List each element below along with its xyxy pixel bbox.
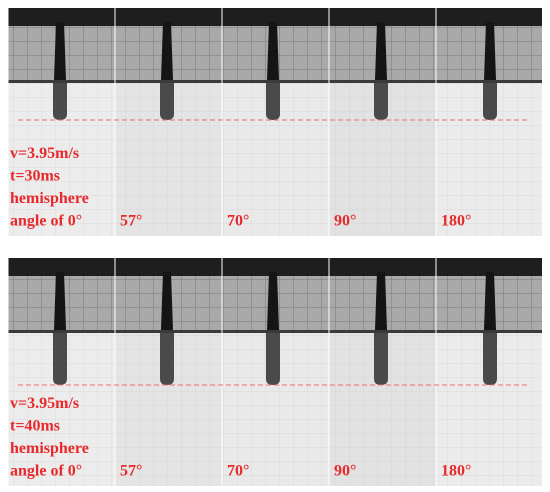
projectile-air — [161, 22, 173, 80]
top-strip — [329, 8, 436, 26]
top-strip — [115, 258, 222, 276]
projectile-air — [375, 22, 387, 80]
projectile-water — [160, 83, 174, 120]
angle-label: 180° — [441, 213, 471, 230]
waterline — [8, 330, 115, 333]
projectile-water — [160, 333, 174, 385]
top-strip — [436, 8, 542, 26]
projectile-air — [484, 272, 496, 330]
top-strip — [8, 8, 115, 26]
waterline — [329, 330, 436, 333]
projectile-air — [161, 272, 173, 330]
angle-label: 70° — [227, 213, 249, 230]
top-strip — [115, 8, 222, 26]
projectile-water — [374, 83, 388, 120]
top-strip — [8, 258, 115, 276]
waterline — [8, 80, 115, 83]
projectile-water — [53, 333, 67, 385]
projectile-air — [54, 22, 66, 80]
projectile-air — [54, 272, 66, 330]
angle-label: 57° — [120, 463, 142, 480]
top-strip — [329, 258, 436, 276]
projectile-water — [266, 83, 280, 120]
waterline — [115, 80, 222, 83]
condition-label: hemisphere — [10, 190, 89, 207]
projectile-air — [484, 22, 496, 80]
condition-label: angle of 0° — [10, 213, 82, 230]
top-strip — [222, 8, 329, 26]
waterline — [222, 330, 329, 333]
condition-label: v=3.95m/s — [10, 395, 79, 412]
angle-label: 70° — [227, 463, 249, 480]
angle-label: 57° — [120, 213, 142, 230]
waterline — [222, 80, 329, 83]
condition-label: hemisphere — [10, 440, 89, 457]
projectile-water — [374, 333, 388, 385]
projectile-water — [483, 83, 497, 120]
projectile-water — [483, 333, 497, 385]
angle-label: 90° — [334, 213, 356, 230]
photo-panel: v=3.95m/s t=30ms hemisphere angle of 0° 57° 7… — [7, 8, 542, 236]
waterline — [115, 330, 222, 333]
projectile-air — [267, 22, 279, 80]
condition-label: t=30ms — [10, 168, 60, 185]
projectile-air — [267, 272, 279, 330]
condition-label: angle of 0° — [10, 463, 82, 480]
projectile-water — [266, 333, 280, 385]
condition-label: v=3.95m/s — [10, 145, 79, 162]
projectile-water — [53, 83, 67, 120]
angle-label: 180° — [441, 463, 471, 480]
waterline — [436, 330, 542, 333]
waterline — [329, 80, 436, 83]
photo-panel: v=3.95m/s t=40ms hemisphere angle of 0° 57° 7… — [7, 258, 542, 486]
top-strip — [436, 258, 542, 276]
waterline — [436, 80, 542, 83]
angle-label: 90° — [334, 463, 356, 480]
condition-label: t=40ms — [10, 418, 60, 435]
top-strip — [222, 258, 329, 276]
projectile-air — [375, 272, 387, 330]
